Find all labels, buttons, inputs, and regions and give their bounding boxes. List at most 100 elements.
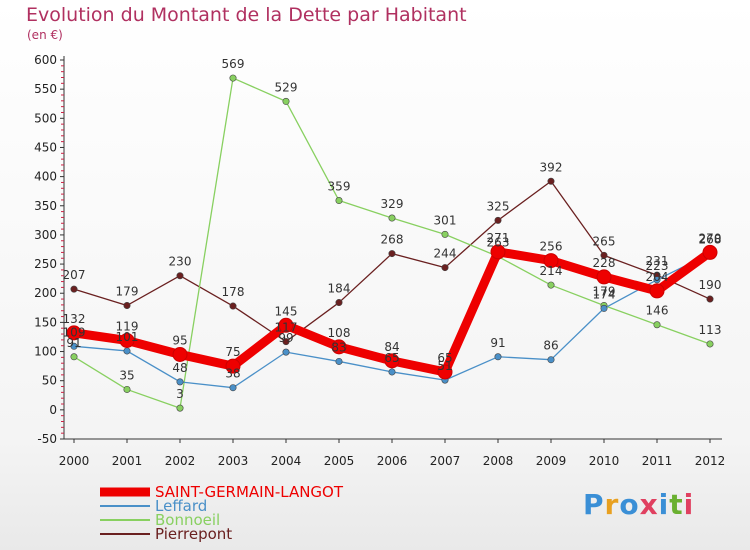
y-tick-label: 150 <box>34 315 57 329</box>
chart-subtitle: (en €) <box>27 28 63 42</box>
data-label: 263 <box>487 235 510 249</box>
data-point <box>494 216 502 224</box>
data-point <box>123 347 131 355</box>
data-label: 113 <box>699 323 722 337</box>
data-point <box>335 197 343 205</box>
data-point <box>229 384 237 392</box>
x-tick-label: 2011 <box>642 454 673 468</box>
y-tick-label: 0 <box>49 403 57 417</box>
x-tick-label: 2004 <box>271 454 302 468</box>
data-label: 38 <box>225 367 240 381</box>
data-point <box>441 264 449 272</box>
x-tick-label: 2000 <box>59 454 90 468</box>
data-label: 184 <box>328 282 351 296</box>
data-label: 95 <box>172 333 187 347</box>
data-point <box>702 244 718 260</box>
data-label: 65 <box>384 351 399 365</box>
y-tick-label: 450 <box>34 140 57 154</box>
data-point <box>176 404 184 412</box>
data-label: 244 <box>434 247 457 261</box>
data-point <box>282 97 290 105</box>
data-label: 223 <box>646 259 669 273</box>
y-tick-label: 50 <box>42 374 57 388</box>
data-point <box>70 353 78 361</box>
data-label: 228 <box>593 256 616 270</box>
data-label: 3 <box>176 387 184 401</box>
data-label: 91 <box>66 336 81 350</box>
data-label: 179 <box>116 284 139 298</box>
data-point <box>70 342 78 350</box>
data-label: 91 <box>490 336 505 350</box>
chart-title: Evolution du Montant de la Dette par Hab… <box>26 4 467 26</box>
x-tick-label: 2001 <box>112 454 143 468</box>
data-point <box>437 364 453 380</box>
data-point <box>543 253 559 269</box>
data-point <box>388 250 396 258</box>
data-point <box>172 346 188 362</box>
data-label: 325 <box>487 199 510 213</box>
data-point <box>494 353 502 361</box>
data-point <box>225 358 241 374</box>
data-point <box>123 301 131 309</box>
data-point <box>70 285 78 293</box>
legend-label: Pierrepont <box>155 525 232 543</box>
x-tick-label: 2010 <box>589 454 620 468</box>
data-label: 65 <box>437 351 452 365</box>
x-tick-label: 2008 <box>483 454 514 468</box>
y-tick-label: -50 <box>37 432 57 446</box>
data-point <box>547 281 555 289</box>
data-label: 230 <box>169 255 192 269</box>
data-label: 268 <box>699 233 722 247</box>
data-label: 146 <box>646 304 669 318</box>
data-label: 48 <box>172 361 187 375</box>
data-label: 214 <box>540 264 563 278</box>
data-label: 301 <box>434 213 457 227</box>
data-point <box>388 368 396 376</box>
data-label: 265 <box>593 234 616 248</box>
data-label: 392 <box>540 160 563 174</box>
data-label: 569 <box>222 57 245 71</box>
data-label: 329 <box>381 197 404 211</box>
data-point <box>600 304 608 312</box>
y-tick-label: 200 <box>34 286 57 300</box>
data-label: 109 <box>63 325 86 339</box>
legend-label: Leffard <box>155 497 207 515</box>
data-point <box>653 276 661 284</box>
x-tick-label: 2006 <box>377 454 408 468</box>
data-point <box>282 338 290 346</box>
data-label: 178 <box>222 285 245 299</box>
data-label: 231 <box>646 254 669 268</box>
data-point <box>653 321 661 329</box>
x-tick-label: 2012 <box>695 454 726 468</box>
y-tick-label: 500 <box>34 111 57 125</box>
data-point <box>384 353 400 369</box>
data-point <box>119 332 135 348</box>
data-label: 256 <box>540 240 563 254</box>
data-point <box>335 299 343 307</box>
data-point <box>596 269 612 285</box>
data-label: 99 <box>278 331 293 345</box>
data-point <box>706 340 714 348</box>
y-tick-label: 250 <box>34 257 57 271</box>
y-tick-label: 400 <box>34 170 57 184</box>
data-label: 132 <box>63 312 86 326</box>
data-label: 75 <box>225 345 240 359</box>
data-label: 529 <box>275 80 298 94</box>
data-label: 86 <box>543 339 558 353</box>
data-point <box>278 317 294 333</box>
data-point <box>282 348 290 356</box>
data-label: 83 <box>331 340 346 354</box>
data-label: 117 <box>275 321 298 335</box>
legend-label: Bonnoeil <box>155 511 220 529</box>
data-point <box>335 357 343 365</box>
y-tick-label: 350 <box>34 199 57 213</box>
data-label: 35 <box>119 368 134 382</box>
data-point <box>649 283 665 299</box>
data-label: 145 <box>275 304 298 318</box>
x-tick-label: 2007 <box>430 454 461 468</box>
proxiti-logo: Proxiti <box>583 488 695 521</box>
data-point <box>66 325 82 341</box>
data-point <box>441 230 449 238</box>
y-tick-label: 100 <box>34 345 57 359</box>
